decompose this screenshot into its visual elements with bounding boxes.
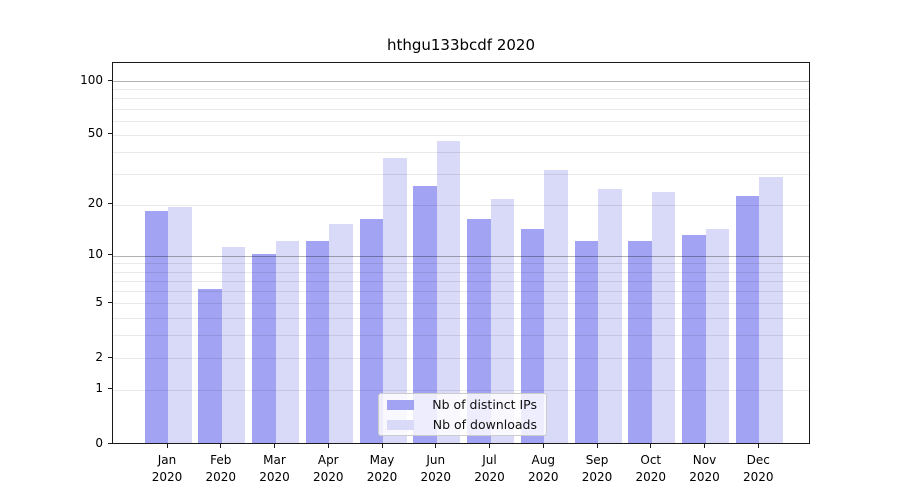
bar-distinct-ips-sep [574, 240, 598, 443]
y-tick-label: 2 [95, 349, 103, 364]
bar-distinct-ips-oct [628, 240, 652, 443]
gridline-minor-90 [113, 89, 809, 91]
bar-distinct-ips-aug [520, 229, 545, 443]
x-tick-label: Sep 2020 [581, 452, 613, 484]
x-tick-label: Aug 2020 [527, 452, 559, 484]
gridline-minor-50 [113, 134, 809, 136]
x-tick-mark [704, 443, 705, 448]
y-tick-label: 20 [87, 196, 103, 211]
x-tick-mark [274, 443, 275, 448]
legend: Nb of distinct IPs Nb of downloads [378, 393, 547, 436]
x-tick-mark [327, 443, 329, 448]
bar-downloads-jul [490, 199, 514, 443]
x-tick-mark [166, 443, 168, 448]
y-tick-label: 1 [95, 381, 103, 396]
x-tick-label: May 2020 [366, 452, 398, 484]
x-tick-label: Apr 2020 [312, 452, 344, 484]
bar-downloads-jan [168, 206, 192, 443]
y-tick-mark [107, 301, 112, 303]
bar-distinct-ips-feb [198, 289, 222, 443]
bar-downloads-apr [329, 224, 353, 443]
x-tick-label: Oct 2020 [635, 452, 667, 484]
x-tick-label: Mar 2020 [259, 452, 290, 484]
y-tick-label: 10 [87, 247, 103, 262]
bar-downloads-aug [544, 169, 568, 443]
bar-distinct-ips-jul [467, 219, 491, 443]
bar-distinct-ips-nov [682, 234, 706, 443]
bar-downloads-oct [651, 192, 676, 443]
bar-distinct-ips-dec [735, 195, 760, 443]
x-tick-label: Nov 2020 [689, 452, 720, 484]
bar-distinct-ips-apr [305, 240, 330, 443]
y-tick-mark [107, 133, 112, 135]
bar-downloads-dec [759, 177, 783, 443]
bar-downloads-mar [275, 240, 299, 443]
x-tick-mark [650, 443, 652, 448]
y-tick-label: 0 [95, 436, 103, 450]
x-tick-label: Jun 2020 [420, 452, 452, 484]
legend-item-distinct-ips: Nb of distinct IPs [387, 397, 537, 412]
gridline-minor-70 [113, 108, 809, 110]
legend-label-distinct-ips: Nb of distinct IPs [432, 397, 537, 412]
chart-title: hthgu133bcdf 2020 [386, 36, 536, 54]
gridline-major-100 [113, 81, 809, 82]
gridline-minor-40 [113, 152, 809, 153]
bar-distinct-ips-mar [252, 253, 276, 443]
x-tick-mark [596, 443, 598, 448]
x-tick-label: Jul 2020 [474, 452, 505, 484]
x-tick-mark [757, 443, 759, 448]
bar-downloads-jun [436, 141, 461, 443]
y-tick-mark [107, 203, 112, 205]
gridline-minor-80 [113, 98, 809, 100]
x-tick-mark [435, 443, 437, 448]
legend-label-downloads: Nb of downloads [432, 417, 537, 432]
legend-swatch-distinct-ips-icon [387, 399, 414, 410]
y-tick-mark [107, 356, 112, 358]
bar-downloads-sep [598, 189, 622, 443]
x-tick-mark [542, 443, 544, 448]
plot-area [112, 62, 810, 444]
bar-downloads-nov [705, 229, 729, 443]
x-tick-label: Jan 2020 [151, 452, 183, 484]
gridline-minor-60 [113, 120, 809, 122]
legend-swatch-downloads-icon [387, 419, 414, 430]
gridline-minor-20 [113, 204, 809, 206]
x-tick-mark [220, 443, 222, 448]
x-tick-mark [381, 443, 383, 448]
bar-downloads-may [383, 158, 407, 443]
bar-downloads-feb [221, 246, 246, 443]
y-tick-label: 50 [87, 126, 103, 141]
y-tick-mark [107, 388, 112, 390]
y-tick-mark [107, 443, 112, 444]
bar-distinct-ips-jan [144, 210, 168, 443]
x-tick-label: Feb 2020 [205, 452, 237, 484]
bar-distinct-ips-may [359, 219, 383, 443]
legend-item-downloads: Nb of downloads [387, 417, 537, 432]
gridline-minor-30 [113, 174, 809, 176]
bar-distinct-ips-jun [413, 185, 437, 443]
y-tick-label: 5 [95, 294, 103, 309]
y-tick-mark [107, 79, 112, 81]
y-tick-mark [107, 254, 112, 256]
x-tick-label: Dec 2020 [742, 452, 774, 484]
x-tick-mark [489, 443, 490, 448]
y-tick-label: 100 [80, 72, 103, 87]
